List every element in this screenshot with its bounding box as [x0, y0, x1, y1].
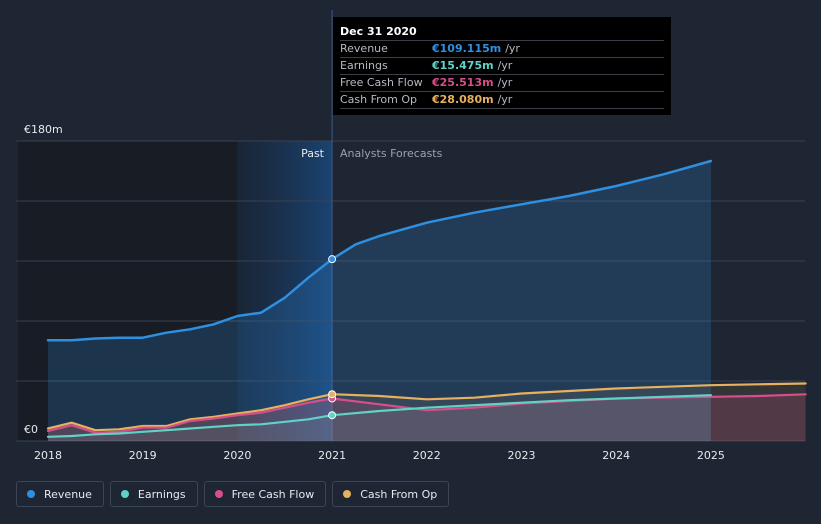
tooltip-row-unit: /yr: [497, 59, 513, 72]
tooltip: Dec 31 2020 Revenue €109.115m /yr Earnin…: [333, 17, 671, 115]
tooltip-date: Dec 31 2020: [340, 23, 664, 41]
x-tick-label: 2025: [697, 449, 725, 462]
tooltip-row-free-cash-flow: Free Cash Flow €25.513m /yr: [340, 75, 664, 92]
earnings-area: [48, 395, 711, 441]
x-tick-label: 2019: [129, 449, 157, 462]
past-label: Past: [301, 147, 325, 160]
tooltip-row-value: €28.080m: [432, 93, 494, 106]
chart-svg: €180m €0 Past Analysts Forecasts 2018 201…: [16, 10, 807, 462]
legend-item-revenue[interactable]: Revenue: [16, 481, 104, 507]
forecast-label: Analysts Forecasts: [340, 147, 443, 160]
tooltip-row-name: Revenue: [340, 42, 388, 55]
highlight-region-shade: [237, 141, 333, 441]
legend-dot-icon: [27, 490, 35, 498]
legend: Revenue Earnings Free Cash Flow Cash Fro…: [16, 481, 450, 507]
revenue-marker: [328, 255, 337, 264]
legend-label: Free Cash Flow: [231, 487, 315, 501]
tooltip-row-name: Earnings: [340, 59, 388, 72]
tooltip-row-unit: /yr: [497, 76, 513, 89]
revenue-area: [48, 161, 711, 441]
tooltip-row-value: €25.513m: [432, 76, 494, 89]
tooltip-row-value: €15.475m: [432, 59, 494, 72]
y-axis-bottom-label: €0: [24, 423, 38, 436]
tooltip-row-value: €109.115m: [432, 42, 502, 55]
legend-dot-icon: [343, 490, 352, 498]
legend-item-earnings[interactable]: Earnings: [109, 481, 198, 507]
x-tick-label: 2021: [318, 449, 346, 462]
x-tick-label: 2023: [508, 449, 536, 462]
legend-dot-icon: [214, 490, 223, 498]
legend-dot-icon: [120, 490, 129, 498]
legend-item-free-cash-flow[interactable]: Free Cash Flow: [203, 481, 327, 507]
x-tick-label: 2022: [413, 449, 441, 462]
tooltip-row-unit: /yr: [505, 42, 520, 55]
tooltip-row-unit: /yr: [497, 93, 513, 106]
cash-from-op-line: [46, 382, 807, 432]
tooltip-row-earnings: Earnings €15.475m /yr: [340, 58, 664, 75]
x-tick-label: 2024: [602, 449, 630, 462]
tooltip-row-name: Free Cash Flow: [340, 76, 423, 89]
tooltip-row-cash-from-op: Cash From Op €28.080m /yr: [340, 92, 664, 109]
cash-from-op-marker: [328, 390, 337, 399]
legend-label: Revenue: [44, 487, 92, 501]
legend-label: Earnings: [137, 487, 186, 501]
tooltip-row-name: Cash From Op: [340, 93, 418, 106]
earnings-line: [46, 394, 712, 438]
revenue-line: [46, 159, 713, 342]
y-axis-top-label: €180m: [24, 123, 63, 136]
free-cash-flow-area: [48, 394, 806, 441]
legend-item-cash-from-op[interactable]: Cash From Op: [332, 481, 450, 507]
x-tick-label: 2018: [34, 449, 62, 462]
legend-label: Cash From Op: [360, 487, 438, 501]
earnings-marker: [328, 411, 337, 420]
tooltip-row-revenue: Revenue €109.115m /yr: [340, 41, 664, 58]
x-tick-label: 2020: [223, 449, 251, 462]
